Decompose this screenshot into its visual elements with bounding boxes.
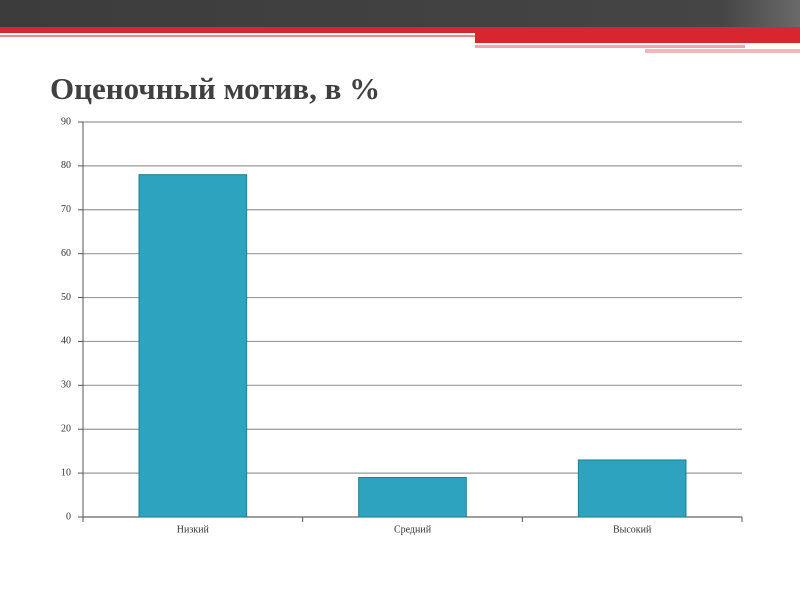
x-tick-label: Высокий [613, 524, 652, 535]
bar [577, 459, 687, 518]
bar [138, 174, 248, 518]
bar [358, 477, 467, 518]
y-tick-label: 50 [61, 292, 71, 303]
header-band [0, 0, 800, 27]
x-tick-label: Средний [394, 524, 432, 535]
header-stripe [645, 49, 800, 53]
y-tick-label: 90 [61, 116, 71, 127]
y-tick-label: 0 [66, 511, 71, 522]
x-tick-label: Низкий [177, 524, 210, 535]
y-tick-label: 30 [61, 380, 71, 391]
y-tick-label: 60 [61, 248, 71, 259]
y-tick-label: 10 [61, 467, 71, 478]
y-tick-label: 70 [61, 204, 71, 215]
header-stripe [475, 33, 800, 43]
chart: 0 10 20 30 40 50 60 70 80 90 Низкий Средний Высокий [61, 116, 743, 535]
chart-title: Оценочный мотив, в % [50, 71, 380, 106]
y-tick-label: 80 [61, 160, 71, 171]
y-tick-label: 20 [61, 424, 71, 435]
header-stripe [0, 27, 800, 33]
header-stripe [475, 45, 745, 48]
y-tick-label: 40 [61, 336, 71, 347]
header-stripe [0, 35, 475, 37]
